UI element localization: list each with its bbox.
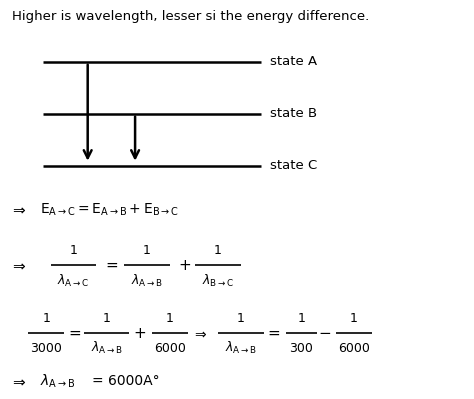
Text: 1: 1	[103, 312, 110, 324]
Text: =: =	[268, 326, 280, 341]
Text: +: +	[179, 258, 191, 273]
Text: $\lambda_{\mathregular{B} \rightarrow \mathregular{C}}$: $\lambda_{\mathregular{B} \rightarrow \m…	[202, 273, 234, 288]
Text: state B: state B	[270, 107, 317, 120]
Text: 1: 1	[43, 312, 50, 324]
Text: $\Rightarrow$: $\Rightarrow$	[10, 258, 27, 273]
Text: $\lambda_{\mathregular{A} \rightarrow \mathregular{B}}$: $\lambda_{\mathregular{A} \rightarrow \m…	[91, 340, 123, 356]
Text: 1: 1	[70, 244, 77, 257]
Text: $\lambda_{\mathregular{A} \rightarrow \mathregular{B}}$: $\lambda_{\mathregular{A} \rightarrow \m…	[40, 372, 76, 390]
Text: $\Rightarrow$: $\Rightarrow$	[192, 326, 208, 340]
Text: 6000: 6000	[337, 342, 370, 355]
Text: 300: 300	[290, 342, 313, 355]
Text: $\mathregular{E}_{\mathregular{A} \rightarrow \mathregular{C}}= \mathregular{E}_: $\mathregular{E}_{\mathregular{A} \right…	[40, 201, 179, 218]
Text: state C: state C	[270, 159, 318, 172]
Text: −: −	[319, 326, 331, 341]
Text: state A: state A	[270, 55, 317, 68]
Text: 1: 1	[166, 312, 173, 324]
Text: = 6000A°: = 6000A°	[92, 374, 160, 388]
Text: Higher is wavelength, lesser si the energy difference.: Higher is wavelength, lesser si the ener…	[12, 10, 369, 23]
Text: 1: 1	[143, 244, 151, 257]
Text: $\lambda_{\mathregular{A} \rightarrow \mathregular{B}}$: $\lambda_{\mathregular{A} \rightarrow \m…	[225, 340, 257, 356]
Text: 1: 1	[350, 312, 357, 324]
Text: 1: 1	[298, 312, 305, 324]
Text: $\lambda_{\mathregular{A} \rightarrow \mathregular{B}}$: $\lambda_{\mathregular{A} \rightarrow \m…	[131, 273, 163, 288]
Text: 3000: 3000	[30, 342, 63, 355]
Text: =: =	[105, 258, 118, 273]
Text: $\Rightarrow$: $\Rightarrow$	[10, 202, 27, 217]
Text: 6000: 6000	[154, 342, 186, 355]
Text: =: =	[69, 326, 81, 341]
Text: $\Rightarrow$: $\Rightarrow$	[10, 373, 27, 389]
Text: +: +	[134, 326, 146, 341]
Text: 1: 1	[237, 312, 245, 324]
Text: $\lambda_{\mathregular{A} \rightarrow \mathregular{C}}$: $\lambda_{\mathregular{A} \rightarrow \m…	[57, 273, 90, 288]
Text: 1: 1	[214, 244, 222, 257]
